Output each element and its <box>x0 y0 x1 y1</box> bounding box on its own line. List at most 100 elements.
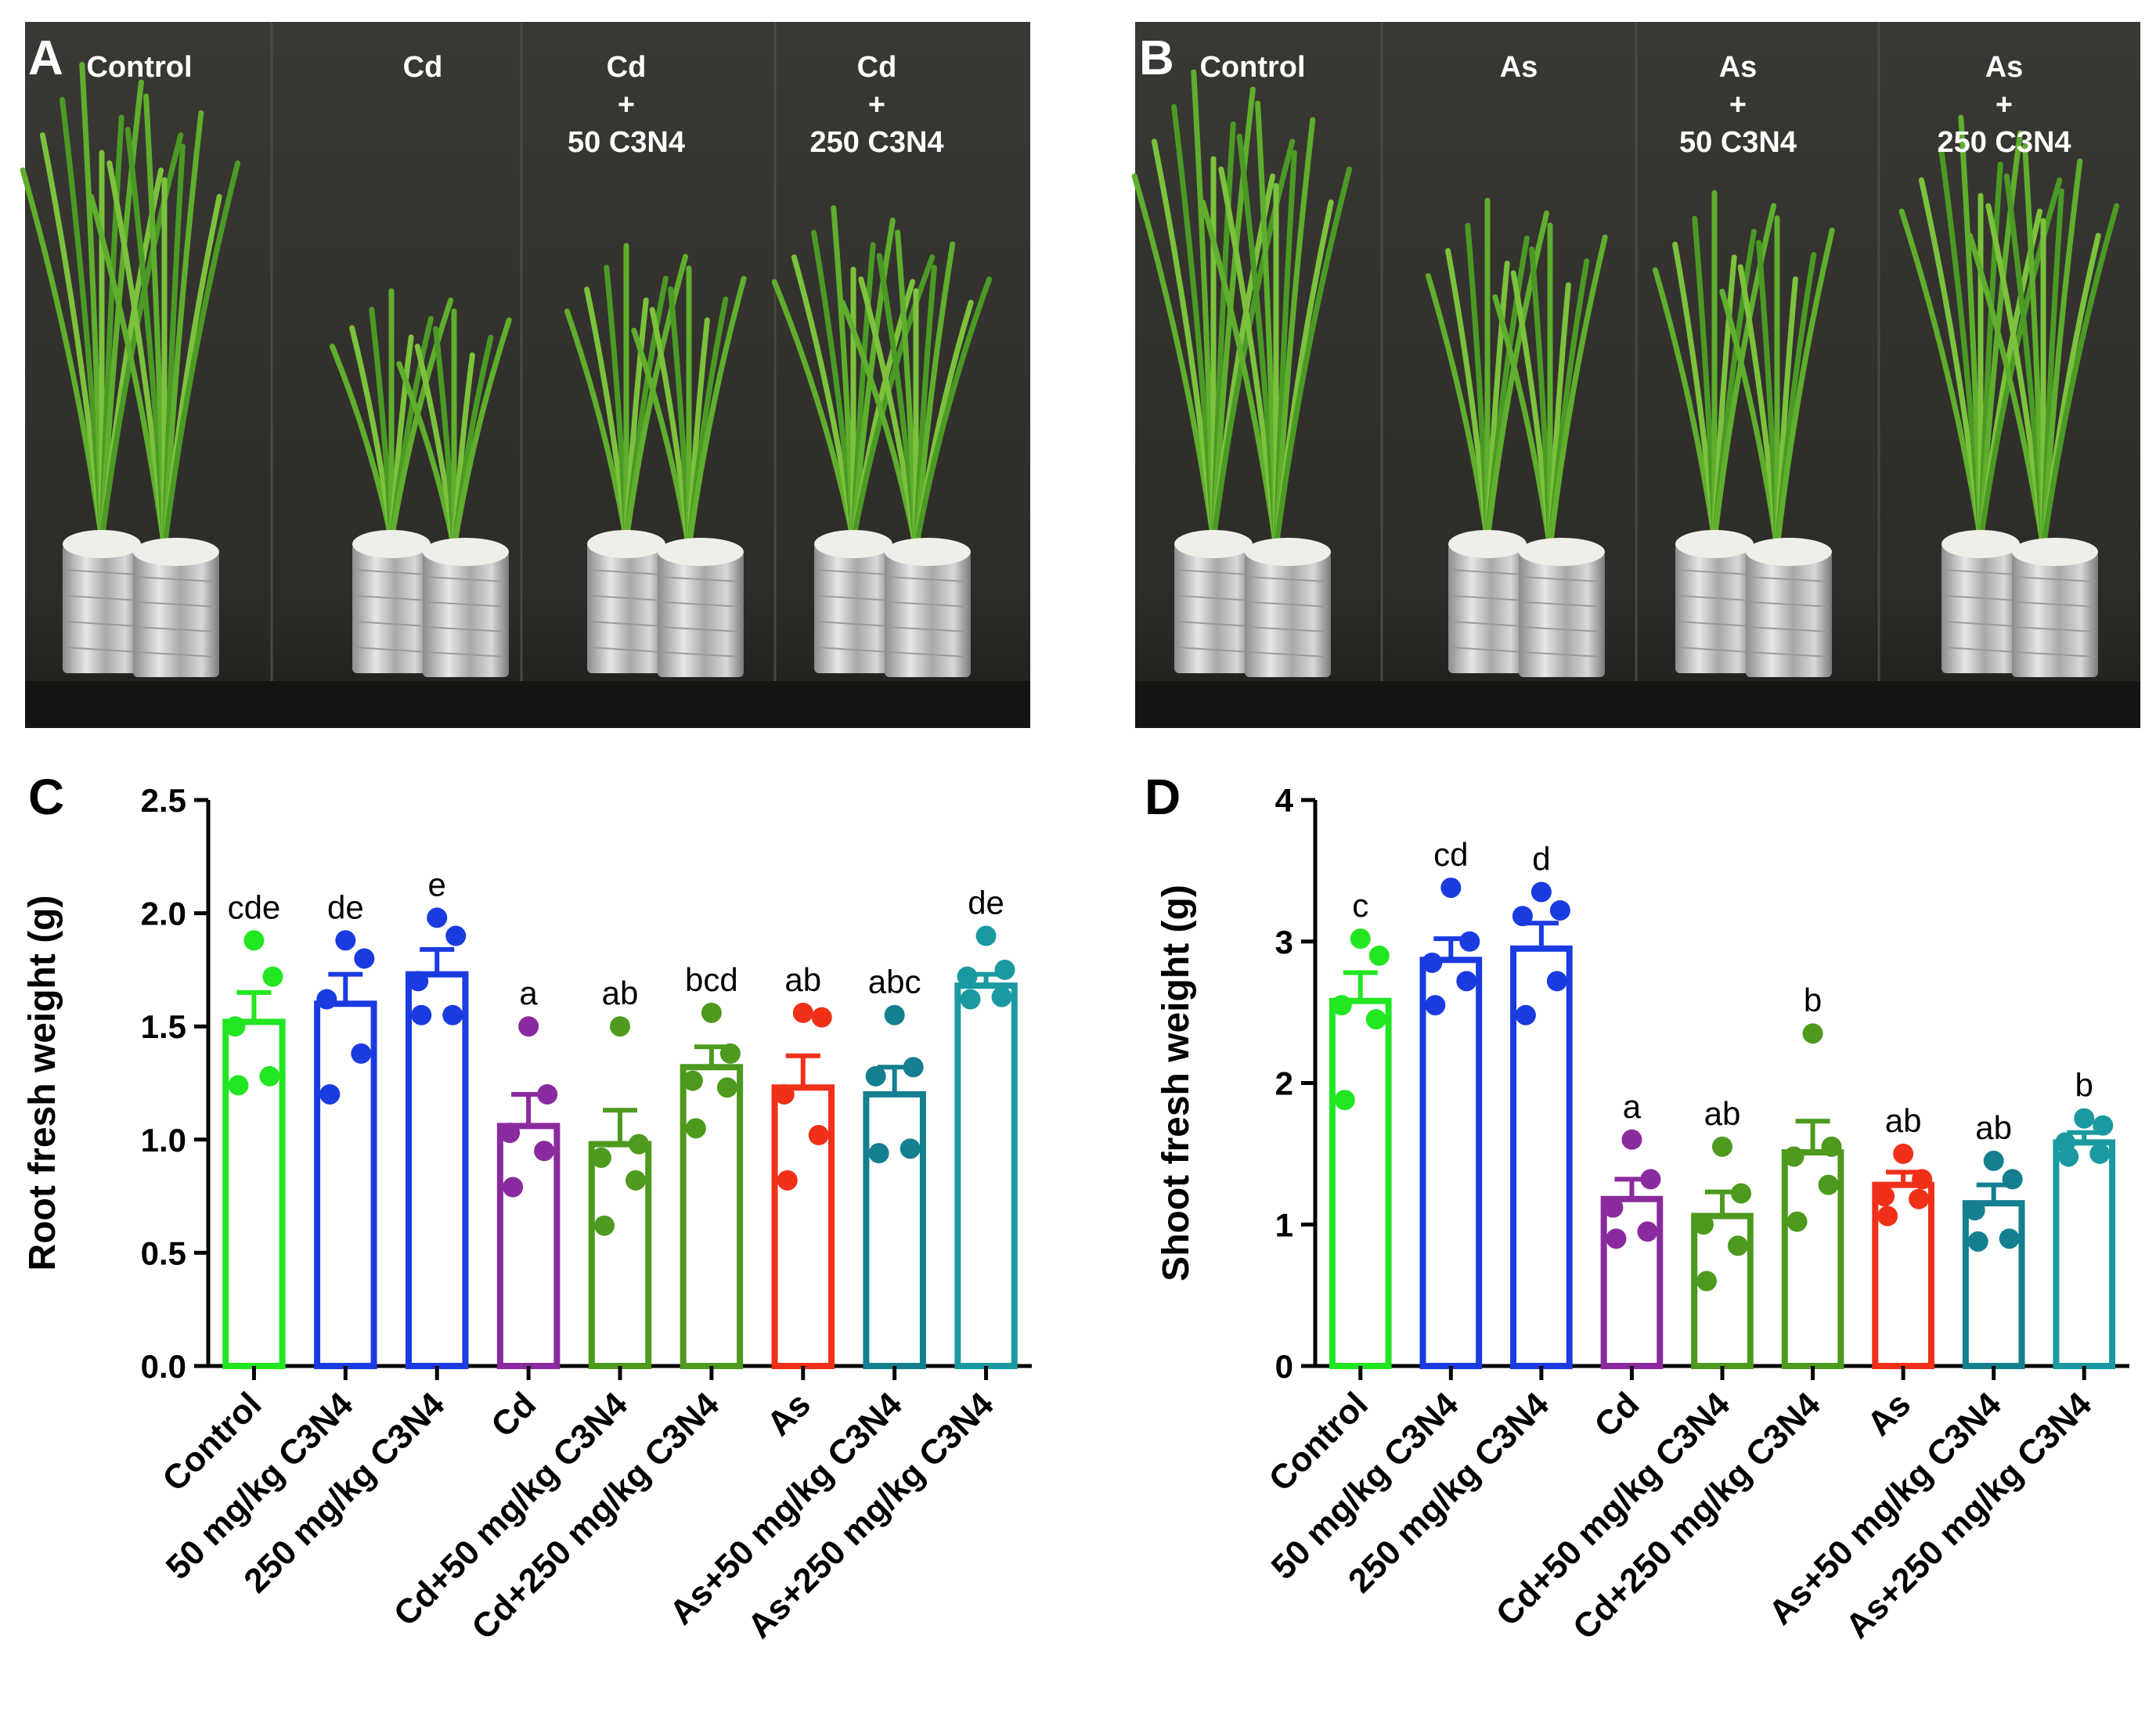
data-point <box>1546 971 1567 992</box>
data-point <box>1637 1221 1658 1242</box>
foil-pot <box>814 544 892 673</box>
foil-crease <box>355 621 428 627</box>
data-point <box>335 930 356 951</box>
foil-crease <box>1748 651 1830 658</box>
foil-pot <box>423 552 509 677</box>
rice-leaf <box>623 254 689 543</box>
foil-crease <box>1451 621 1524 627</box>
photo-b-plants <box>1131 69 2120 677</box>
data-point <box>1893 1143 1914 1164</box>
data-point <box>411 1004 432 1025</box>
significance-label: ab <box>1704 1095 1741 1132</box>
data-point <box>1731 1183 1751 1204</box>
significance-label: ab <box>784 961 821 998</box>
data-point <box>1549 899 1570 921</box>
data-point <box>243 930 265 951</box>
data-point <box>1425 995 1446 1016</box>
rice-leaf <box>2040 203 2120 551</box>
rice-leaf <box>1273 117 1316 551</box>
significance-label: bcd <box>685 961 738 998</box>
data-point <box>1603 1197 1624 1218</box>
data-point <box>792 1002 813 1023</box>
foil-crease <box>65 621 139 627</box>
foil-crease <box>135 651 217 658</box>
significance-label: ab <box>1975 1109 2012 1146</box>
bar <box>405 971 469 1369</box>
foam-plug <box>63 530 141 558</box>
foam-plug <box>2012 538 2098 566</box>
bar <box>1962 1200 2025 1369</box>
data-point <box>1422 952 1443 973</box>
data-point <box>351 1043 372 1064</box>
data-point <box>1712 1136 1732 1157</box>
y-axis-title: Root fresh weight (g) <box>22 896 63 1271</box>
rice-leaf <box>1547 234 1608 551</box>
data-point <box>903 1057 924 1078</box>
chart-panel-c: C 0.0 0.5 1.0 1.5 2.0 2.5 Root fresh weight (g)… <box>22 769 1032 1647</box>
data-point <box>591 1147 611 1168</box>
foil-pot <box>1245 552 1331 677</box>
foam-plug <box>1746 538 1832 566</box>
foil-crease <box>1521 626 1603 633</box>
data-point <box>610 1016 630 1037</box>
foam-plug <box>814 530 892 558</box>
foam-plug <box>423 538 509 566</box>
foam-plug <box>352 530 431 558</box>
photo-label: Cd <box>607 51 647 84</box>
data-point <box>2058 1146 2079 1167</box>
foil-crease <box>1247 601 1329 607</box>
foil-crease <box>2014 651 2096 658</box>
foil-crease <box>355 647 428 653</box>
data-point <box>354 948 375 969</box>
data-point <box>1696 1270 1717 1292</box>
y-axis-title: Shoot fresh weight (g) <box>1156 885 1197 1281</box>
data-point <box>1983 1150 2004 1171</box>
y-tick-label: 0.0 <box>141 1348 186 1385</box>
significance-label: a <box>1623 1088 1642 1125</box>
foil-crease <box>817 569 890 575</box>
data-point <box>537 1083 558 1105</box>
rice-leaf <box>1711 203 1777 543</box>
rice-leaf <box>913 241 956 551</box>
data-point <box>1964 1200 1985 1221</box>
foil-pot <box>1675 544 1754 673</box>
foil-crease <box>1177 621 1250 627</box>
photo-label: Cd <box>403 51 443 84</box>
category-label: As <box>1860 1385 1918 1443</box>
photo-label: + <box>1729 88 1747 121</box>
category-label: Cd <box>484 1385 543 1444</box>
foam-plug <box>133 538 219 566</box>
data-point <box>865 1065 886 1087</box>
data-point <box>1350 928 1371 950</box>
data-point <box>1456 971 1477 992</box>
data-point <box>1368 945 1390 966</box>
foil-crease <box>887 576 968 582</box>
foil-pot <box>587 544 665 673</box>
foil-crease <box>1451 647 1524 653</box>
photo-label: 250 C3N4 <box>809 126 943 159</box>
foil-pot <box>352 544 431 673</box>
bar <box>496 1123 561 1369</box>
data-point <box>228 1075 249 1096</box>
data-point <box>1693 1214 1714 1235</box>
foil-crease <box>1748 601 1830 607</box>
data-point <box>319 1083 341 1105</box>
foil-crease <box>1944 569 2017 575</box>
foil-pot <box>1941 544 2020 673</box>
data-point <box>2074 1108 2095 1129</box>
data-point <box>534 1141 555 1162</box>
photo-a-labels: Control Cd Cd +50 C3N4 Cd +250 C3N4 <box>86 51 943 159</box>
foil-crease <box>1177 647 1250 653</box>
data-point <box>518 1016 539 1037</box>
data-point <box>1821 1136 1842 1157</box>
rice-leaf <box>1484 210 1550 543</box>
foil-crease <box>887 626 968 633</box>
foil-pot <box>1746 552 1832 677</box>
data-point <box>262 966 283 987</box>
foil-crease <box>65 595 139 601</box>
data-point <box>225 1016 246 1037</box>
data-point <box>1999 1228 2020 1249</box>
data-point <box>594 1215 615 1236</box>
y-tick-label: 4 <box>1275 782 1294 819</box>
